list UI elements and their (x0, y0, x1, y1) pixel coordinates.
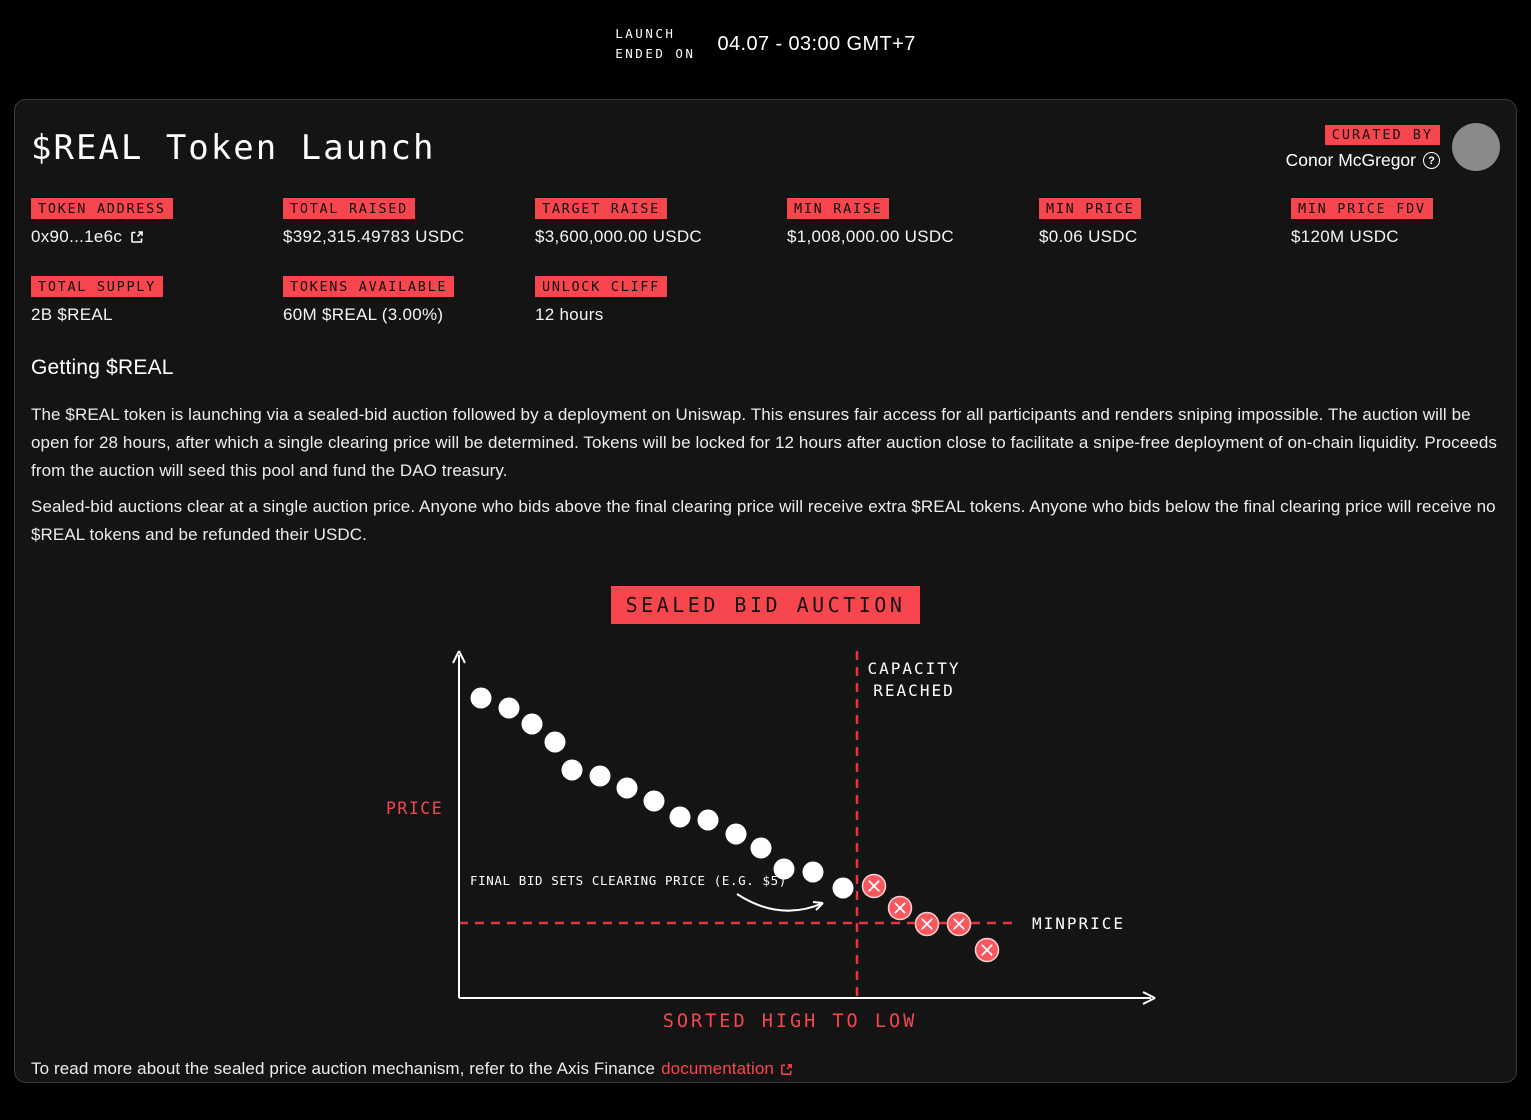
stats-row-2: TOTAL SUPPLY 2B $REAL TOKENS AVAILABLE 6… (31, 276, 1500, 325)
curator-name: Conor McGregor (1285, 150, 1416, 170)
launch-ended-line2: ENDED ON (615, 46, 696, 61)
token-launch-card: $REAL Token Launch CURATED BY Conor McGr… (14, 99, 1517, 1083)
stat-value: $0.06 USDC (1039, 227, 1138, 246)
stat-min-price-fdv: MIN PRICE FDV $120M USDC (1291, 198, 1531, 247)
stat-total-supply: TOTAL SUPPLY 2B $REAL (31, 276, 283, 325)
stat-value: 12 hours (535, 305, 604, 324)
stat-total-raised: TOTAL RAISED $392,315.49783 USDC (283, 198, 535, 247)
svg-text:MINPRICE: MINPRICE (1032, 914, 1125, 933)
description-paragraph-2: Sealed-bid auctions clear at a single au… (31, 497, 1496, 544)
launch-ended-time: 04.07 - 03:00 GMT+7 (717, 32, 916, 55)
stat-label: MIN PRICE FDV (1291, 198, 1433, 219)
svg-text:SORTED HIGH TO LOW: SORTED HIGH TO LOW (663, 1011, 917, 1032)
stat-value: 2B $REAL (31, 305, 113, 324)
chart-title-badge: SEALED BID AUCTION (610, 586, 921, 624)
stat-tokens-available: TOKENS AVAILABLE 60M $REAL (3.00%) (283, 276, 535, 325)
external-link-icon (781, 1063, 792, 1075)
stat-value: $1,008,000.00 USDC (787, 227, 955, 246)
launch-status-bar: LAUNCH ENDED ON 04.07 - 03:00 GMT+7 (0, 0, 1531, 88)
stat-label: UNLOCK CLIFF (535, 276, 667, 297)
documentation-link-label[interactable]: documentation (661, 1059, 774, 1078)
page-title: $REAL Token Launch (31, 128, 436, 168)
svg-text:PRICE: PRICE (386, 799, 443, 818)
avatar (1452, 123, 1500, 171)
stat-value: 60M $REAL (3.00%) (283, 305, 444, 324)
stat-token-address: TOKEN ADDRESS 0x90...1e6c (31, 198, 283, 247)
sealed-bid-auction-chart: CAPACITY REACHED MINPRICE PRICE SORTED HIGH … (386, 650, 1156, 1032)
stat-label: TOKENS AVAILABLE (283, 276, 455, 297)
curated-by-badge: CURATED BY (1324, 125, 1440, 145)
curated-by-section: CURATED BY Conor McGregor ? (1286, 123, 1500, 171)
doc-note: To read more about the sealed price auct… (31, 1059, 1500, 1079)
stat-label: TOTAL SUPPLY (31, 276, 163, 297)
stat-label: TOKEN ADDRESS (31, 198, 173, 219)
stat-label: MIN PRICE (1039, 198, 1142, 219)
token-address-value[interactable]: 0x90...1e6c (31, 227, 123, 246)
auction-chart-section: SEALED BID AUCTION CAPACITY REACHED MINPRI… (31, 586, 1500, 1041)
card-header: $REAL Token Launch CURATED BY Conor McGr… (31, 123, 1500, 171)
stat-value: $392,315.49783 USDC (283, 227, 465, 246)
launch-ended-line1: LAUNCH (615, 26, 676, 41)
stat-label: TARGET RAISE (535, 198, 667, 219)
doc-note-text: To read more about the sealed price auct… (31, 1059, 656, 1078)
stat-label: TOTAL RAISED (283, 198, 415, 219)
documentation-link[interactable]: documentation (661, 1059, 794, 1079)
stat-label: MIN RAISE (787, 198, 890, 219)
stat-unlock-cliff: UNLOCK CLIFF 12 hours (535, 276, 787, 325)
stat-value: $3,600,000.00 USDC (535, 227, 703, 246)
svg-text:REACHED: REACHED (873, 681, 954, 700)
stat-min-price: MIN PRICE $0.06 USDC (1039, 198, 1291, 247)
stat-value: $120M USDC (1291, 227, 1399, 246)
svg-text:CAPACITY: CAPACITY (867, 659, 960, 678)
external-link-icon[interactable] (129, 229, 145, 245)
stat-target-raise: TARGET RAISE $3,600,000.00 USDC (535, 198, 787, 247)
stats-row-1: TOKEN ADDRESS 0x90...1e6c TOTAL RAISED $… (31, 198, 1500, 247)
svg-text:FINAL BID SETS CLEARING PRICE: FINAL BID SETS CLEARING PRICE (E.G. $5) (470, 873, 787, 888)
section-heading: Getting $REAL (31, 356, 174, 379)
description-paragraph-1: The $REAL token is launching via a seale… (31, 405, 1498, 480)
help-icon[interactable]: ? (1423, 152, 1440, 169)
launch-ended-label: LAUNCH ENDED ON (615, 24, 695, 64)
stat-min-raise: MIN RAISE $1,008,000.00 USDC (787, 198, 1039, 247)
